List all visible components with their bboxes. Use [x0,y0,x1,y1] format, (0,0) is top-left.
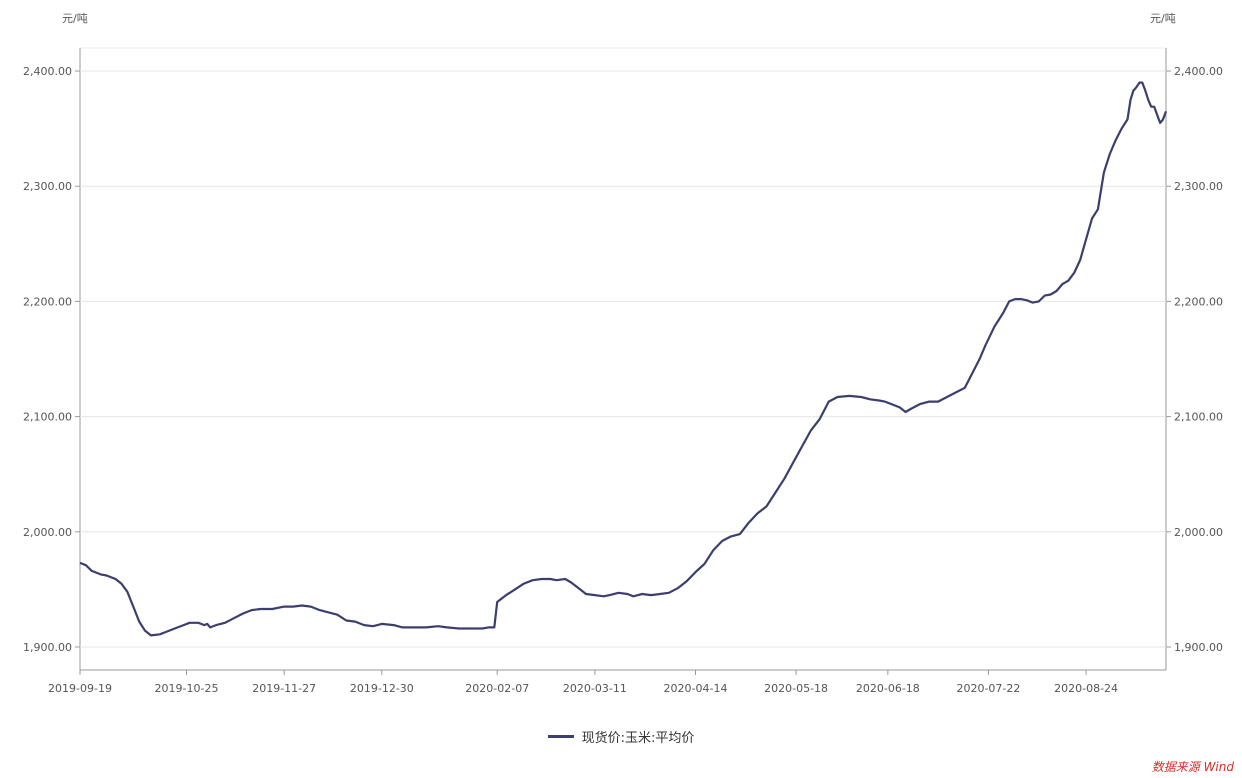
x-tick-label: 2020-08-24 [1054,682,1118,695]
series-line [79,81,1168,637]
legend-label: 现货价:玉米:平均价 [581,730,695,746]
legend-swatch [547,734,574,738]
legend: 现货价:玉米:平均价 [0,726,1242,746]
x-tick-label: 2020-03-11 [563,682,627,695]
y-tick-label: 2,300.00 [1174,180,1223,193]
x-axis: 2019-09-19 2019-10-25 2019-11-27 2019-12-30… [48,669,1166,695]
y-tick-label: 1,900.00 [1174,641,1223,654]
x-tick-label: 2020-05-18 [764,682,828,695]
gridlines [79,47,1167,670]
y-tick-label: 2,100.00 [1174,411,1223,424]
left-y-axis: 1,900.00 2,000.00 2,100.00 2,200.00 2,300.00… [23,65,80,654]
x-tick-label: 2019-12-30 [350,682,414,695]
y-tick-label: 2,400.00 [1174,65,1223,78]
y-tick-label: 2,000.00 [23,526,72,539]
y-tick-label: 2,300.00 [23,180,72,193]
y-tick-label: 2,100.00 [23,411,72,424]
left-axis-unit: 元/吨 [62,12,88,25]
y-tick-label: 2,200.00 [23,295,72,308]
y-tick-label: 2,400.00 [23,65,72,78]
series-group [79,81,1168,637]
y-tick-label: 2,000.00 [1174,526,1223,539]
right-axis-unit: 元/吨 [1150,12,1176,25]
y-tick-label: 1,900.00 [23,641,72,654]
x-tick-label: 2020-06-18 [856,682,920,695]
x-tick-label: 2019-11-27 [252,682,316,695]
x-tick-label: 2020-02-07 [465,682,529,695]
x-tick-label: 2019-09-19 [48,682,112,695]
line-chart: 元/吨 元/吨 1,900.00 2,000.00 2,100.00 2,200.00… [23,12,1223,695]
x-tick-label: 2020-04-14 [664,682,728,695]
x-tick-label: 2019-10-25 [155,682,219,695]
y-tick-label: 2,200.00 [1174,295,1223,308]
x-tick-label: 2020-07-22 [956,682,1020,695]
data-source: 数据来源 Wind [1151,760,1234,774]
right-y-axis: 1,900.00 2,000.00 2,100.00 2,200.00 2,300.00… [1166,65,1223,654]
